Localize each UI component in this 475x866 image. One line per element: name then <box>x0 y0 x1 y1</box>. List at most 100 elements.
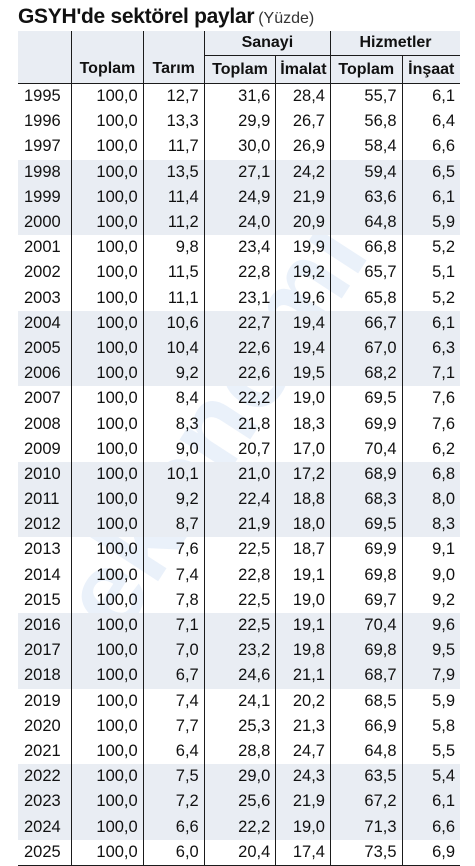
insaat-cell: 9,2 <box>401 587 460 613</box>
table-row: 2010 100,0 10,1 21,0 17,2 68,9 6,8 <box>18 461 460 487</box>
col-header-hizmetler-toplam: Toplam <box>330 55 403 84</box>
insaat-cell: 7,6 <box>401 386 460 412</box>
year-cell: 2017 <box>18 638 72 664</box>
tarim-cell: 7,0 <box>142 638 205 664</box>
sanayi-toplam-cell: 30,0 <box>203 134 276 160</box>
table-row: 2015 100,0 7,8 22,5 19,0 69,7 9,2 <box>18 587 460 613</box>
title-unit: (Yüzde) <box>258 10 315 27</box>
tarim-cell: 10,6 <box>142 310 205 336</box>
imalat-cell: 19,1 <box>275 562 331 588</box>
table-row: 2011 100,0 9,2 22,4 18,8 68,3 8,0 <box>18 487 460 513</box>
imalat-cell: 19,4 <box>275 335 331 362</box>
year-cell: 1999 <box>18 184 72 210</box>
insaat-cell: 5,4 <box>401 764 460 790</box>
hizmetler-toplam-cell: 63,6 <box>330 184 403 210</box>
sanayi-toplam-cell: 22,8 <box>203 562 276 588</box>
year-cell: 2013 <box>24 540 61 559</box>
toplam-cell: 100,0 <box>71 285 144 311</box>
imalat-cell: 17,2 <box>275 461 331 487</box>
sanayi-toplam-cell: 24,6 <box>203 663 276 689</box>
toplam-cell: 100,0 <box>71 638 144 664</box>
hizmetler-toplam-cell: 71,3 <box>330 814 403 840</box>
sanayi-toplam-cell: 24,9 <box>203 184 276 210</box>
year-cell: 2008 <box>24 414 61 433</box>
tarim-cell: 7,6 <box>142 537 205 563</box>
table-row: 1995 100,0 12,7 31,6 28,4 55,7 6,1 <box>18 83 460 110</box>
sanayi-toplam-cell: 22,2 <box>203 814 276 840</box>
year-cell: 2018 <box>18 663 72 689</box>
sanayi-toplam-cell: 22,6 <box>203 361 276 387</box>
imalat-cell: 21,3 <box>275 713 331 739</box>
table-row: 2005 100,0 10,4 22,6 19,4 67,0 6,3 <box>18 335 460 362</box>
tarim-cell: 11,4 <box>142 184 205 210</box>
insaat-cell: 6,5 <box>401 159 460 185</box>
imalat-cell: 17,4 <box>275 839 331 866</box>
toplam-cell: 100,0 <box>71 335 144 362</box>
table-row: 1999 100,0 11,4 24,9 21,9 63,6 6,1 <box>18 184 460 210</box>
tarim-cell: 7,1 <box>142 612 205 639</box>
insaat-cell: 6,3 <box>401 335 460 362</box>
hizmetler-toplam-cell: 58,4 <box>330 134 403 160</box>
table-row: 2001 100,0 9,8 23,4 19,9 66,8 5,2 <box>18 235 460 261</box>
year-cell: 2000 <box>18 209 72 236</box>
hizmetler-toplam-cell: 69,8 <box>330 638 403 664</box>
year-cell: 2011 <box>18 487 72 513</box>
group-header-hizmetler: Hizmetler <box>330 31 460 56</box>
blank-header <box>71 31 144 56</box>
year-cell: 2022 <box>18 764 72 790</box>
year-cell: 2005 <box>18 335 72 362</box>
year-cell: 2012 <box>18 512 72 538</box>
table-row: 2000 100,0 11,2 24,0 20,9 64,8 5,9 <box>18 209 460 236</box>
imalat-cell: 19,0 <box>275 386 331 412</box>
tarim-cell: 9,2 <box>142 487 205 513</box>
toplam-cell: 100,0 <box>71 562 144 588</box>
toplam-cell: 100,0 <box>71 537 144 563</box>
year-cell: 2014 <box>24 565 61 584</box>
sanayi-toplam-cell: 25,3 <box>203 713 276 739</box>
table-row: 2007 100,0 8,4 22,2 19,0 69,5 7,6 <box>18 386 460 412</box>
sanayi-toplam-cell: 22,5 <box>203 612 276 639</box>
imalat-cell: 21,1 <box>275 663 331 689</box>
toplam-cell: 100,0 <box>71 235 144 261</box>
insaat-cell: 9,1 <box>401 537 460 563</box>
col-header-insaat: İnşaat <box>401 55 460 84</box>
tarim-cell: 7,8 <box>142 587 205 613</box>
year-cell: 1995 <box>24 87 61 106</box>
sanayi-toplam-cell: 20,7 <box>203 436 276 462</box>
tarim-cell: 9,2 <box>142 361 205 387</box>
insaat-cell: 5,9 <box>401 688 460 714</box>
toplam-cell: 100,0 <box>71 209 144 236</box>
tarim-cell: 11,1 <box>142 285 205 311</box>
sanayi-toplam-cell: 21,8 <box>203 411 276 437</box>
hizmetler-toplam-cell: 68,9 <box>330 461 403 487</box>
sanayi-toplam-cell: 28,8 <box>203 738 276 765</box>
hizmetler-toplam-cell: 66,7 <box>330 310 403 336</box>
col-header-toplam: Toplam <box>71 55 144 84</box>
tarim-cell: 6,6 <box>142 814 205 840</box>
tarim-cell: 6,7 <box>142 663 205 689</box>
sanayi-toplam-cell: 22,5 <box>203 537 276 563</box>
hizmetler-toplam-cell: 69,9 <box>330 537 403 563</box>
imalat-cell: 19,1 <box>275 612 331 639</box>
table-body: 1995 100,0 12,7 31,6 28,4 55,7 6,1 1996 100,0 13,… <box>18 83 460 866</box>
imalat-cell: 18,7 <box>275 537 331 563</box>
table-row: 2021 100,0 6,4 28,8 24,7 64,8 5,5 <box>18 738 460 765</box>
imalat-cell: 20,2 <box>275 688 331 714</box>
blank-header <box>142 31 205 56</box>
table-row: 2014 100,0 7,4 22,8 19,1 69,8 9,0 <box>18 562 460 588</box>
table-row: 2009 100,0 9,0 20,7 17,0 70,4 6,2 <box>18 436 460 462</box>
sanayi-toplam-cell: 22,6 <box>203 335 276 362</box>
toplam-cell: 100,0 <box>71 436 144 462</box>
sanayi-toplam-cell: 20,4 <box>203 839 276 866</box>
year-cell: 2002 <box>24 263 61 282</box>
year-cell: 2001 <box>24 238 61 257</box>
imalat-cell: 18,0 <box>275 512 331 538</box>
tarim-cell: 10,4 <box>142 335 205 362</box>
tarim-cell: 6,0 <box>142 839 205 866</box>
imalat-cell: 24,3 <box>275 764 331 790</box>
toplam-cell: 100,0 <box>71 612 144 639</box>
tarim-cell: 7,4 <box>142 562 205 588</box>
tarim-cell: 9,0 <box>142 436 205 462</box>
imalat-cell: 26,7 <box>275 109 331 135</box>
hizmetler-toplam-cell: 67,0 <box>330 335 403 362</box>
